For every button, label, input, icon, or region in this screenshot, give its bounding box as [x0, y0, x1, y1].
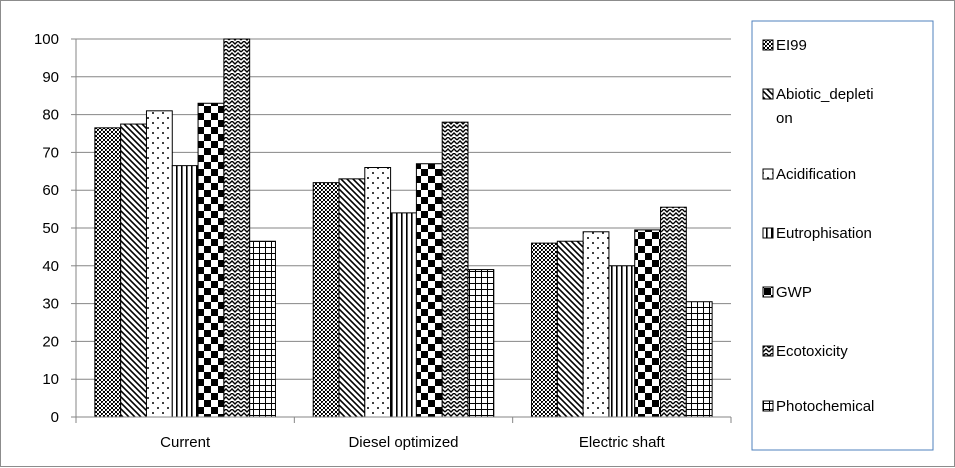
bar-eutrophisation-1: [390, 212, 417, 418]
x-tick-label: Electric shaft: [579, 434, 666, 451]
y-tick-label: 20: [42, 333, 59, 350]
y-tick-label: 50: [42, 220, 59, 237]
legend-box: [751, 20, 934, 451]
legend-label: GWP: [776, 284, 812, 301]
bar-ei99-1: [312, 182, 340, 418]
legend-label: on: [776, 110, 793, 127]
y-tick-label: 90: [42, 69, 59, 86]
legend-swatch-acidification: [762, 168, 774, 180]
bar-gwp-1: [415, 163, 443, 418]
bar-abiotic-depletion-1: [338, 178, 366, 418]
bar-gwp-2: [634, 229, 662, 418]
bar-photochemical-0: [249, 240, 276, 418]
legend-label: EI99: [776, 37, 807, 54]
legend-label: Eutrophisation: [776, 225, 872, 242]
bar-acidification-1: [364, 167, 392, 418]
y-axis: 0 10 20 30 40 50 60 70 80 90 100: [34, 31, 77, 426]
bar-eutrophisation-2: [608, 265, 636, 418]
bar-acidification-2: [582, 231, 610, 418]
bars: [94, 38, 713, 418]
legend-label: Abiotic_depleti: [776, 86, 874, 103]
legend-swatch-abiotic-depletion: [762, 88, 774, 100]
bar-gwp-0: [197, 102, 225, 418]
bar-ei99-2: [531, 242, 558, 418]
bar-photochemical-1: [467, 269, 495, 418]
bar-ecotoxicity-2: [660, 206, 687, 418]
bar-ecotoxicity-1: [441, 121, 469, 418]
y-tick-label: 60: [42, 182, 59, 199]
legend-swatch-ecotoxicity: [762, 345, 774, 357]
bar-photochemical-2: [685, 301, 713, 418]
bar-abiotic-depletion-0: [120, 123, 147, 418]
bar-acidification-0: [145, 110, 173, 418]
y-tick-label: 80: [42, 107, 59, 124]
x-axis: Current Diesel optimized Electric shaft: [75, 416, 732, 451]
x-tick-label: Diesel optimized: [348, 434, 458, 451]
legend-swatch-gwp: [762, 286, 774, 298]
legend-label: Photochemical: [776, 398, 874, 415]
legend-swatch-eutrophisation: [762, 227, 774, 239]
legend-label: Ecotoxicity: [776, 343, 848, 360]
bar-abiotic-depletion-2: [556, 240, 584, 418]
legend-swatch-ei99: [762, 39, 774, 51]
y-tick-label: 10: [42, 371, 59, 388]
y-tick-label: 30: [42, 296, 59, 313]
y-tick-label: 0: [51, 409, 59, 426]
bar-ecotoxicity-0: [223, 38, 251, 418]
bar-ei99-0: [94, 127, 122, 418]
y-tick-label: 100: [34, 31, 59, 48]
y-tick-label: 70: [42, 144, 59, 161]
legend-label: Acidification: [776, 166, 856, 183]
y-tick-label: 40: [42, 258, 59, 275]
bar-eutrophisation-0: [171, 165, 199, 418]
x-tick-label: Current: [160, 434, 211, 451]
legend-swatch-photochemical: [762, 400, 774, 412]
